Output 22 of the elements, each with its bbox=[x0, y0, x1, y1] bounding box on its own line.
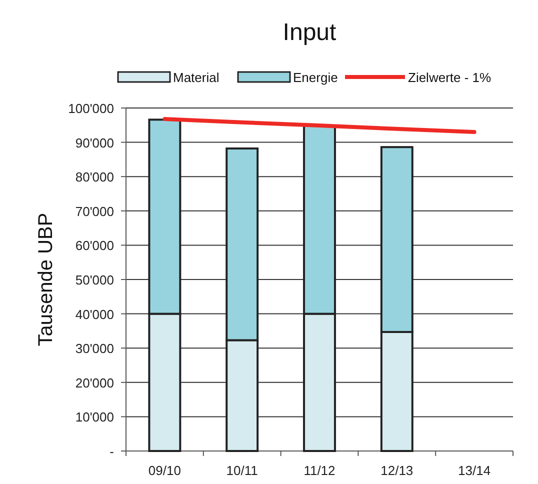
legend-label: Material bbox=[173, 70, 220, 85]
y-tick-label: - bbox=[110, 444, 114, 459]
legend-label: Energie bbox=[293, 70, 338, 85]
y-tick-label: 100'000 bbox=[68, 101, 114, 116]
x-tick-label: 09/10 bbox=[148, 463, 181, 478]
y-tick-label: 90'000 bbox=[75, 135, 114, 150]
legend-label: Zielwerte - 1% bbox=[408, 70, 492, 85]
y-tick-label: 20'000 bbox=[75, 375, 114, 390]
y-tick-label: 60'000 bbox=[75, 238, 114, 254]
x-tick-label: 13/14 bbox=[458, 463, 491, 478]
x-tick-label: 11/12 bbox=[304, 463, 336, 478]
chart-title: Input bbox=[282, 19, 337, 46]
y-tick-label: 40'000 bbox=[75, 306, 114, 322]
y-tick-label: 80'000 bbox=[75, 170, 114, 185]
y-tick-label: 30'000 bbox=[75, 341, 114, 356]
y-axis-title: Tausende UBP bbox=[35, 212, 57, 346]
x-tick-label: 12/13 bbox=[380, 463, 414, 478]
x-tick-label: 10/11 bbox=[226, 463, 258, 478]
y-tick-label: 10'000 bbox=[75, 410, 114, 425]
y-tick-label: 50'000 bbox=[75, 272, 114, 288]
line-series bbox=[162, 116, 476, 134]
y-tick-label: 70'000 bbox=[75, 204, 114, 219]
